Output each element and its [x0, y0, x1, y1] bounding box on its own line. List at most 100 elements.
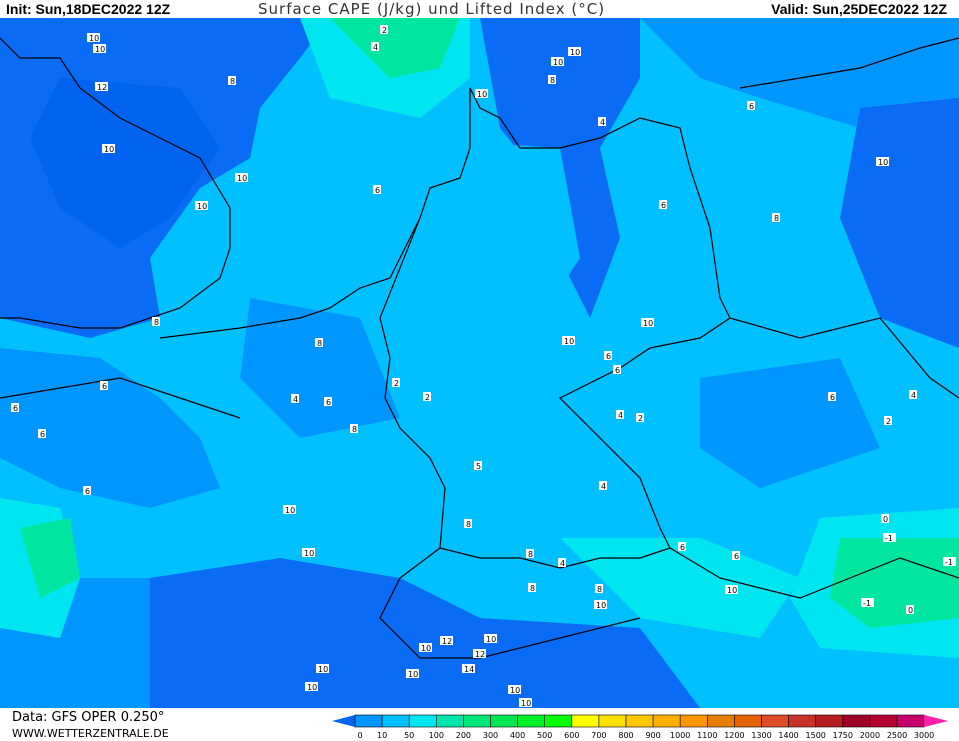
lifted-index-label: 10 — [93, 44, 106, 54]
svg-text:-1: -1 — [885, 534, 893, 543]
colorbar-segment — [490, 714, 518, 728]
colorbar-tick-label: 1500 — [806, 731, 826, 740]
colorbar-tick-label: 100 — [429, 731, 444, 740]
svg-text:10: 10 — [95, 45, 105, 54]
lifted-index-label: 10 — [419, 643, 432, 653]
svg-text:5: 5 — [476, 462, 481, 471]
svg-text:6: 6 — [85, 487, 90, 496]
lifted-index-label: 10 — [562, 336, 575, 346]
lifted-index-label: 8 — [772, 213, 780, 223]
lifted-index-label: -1 — [861, 598, 874, 608]
svg-text:10: 10 — [564, 337, 574, 346]
lifted-index-label: 2 — [423, 392, 431, 402]
lifted-index-label: 10 — [316, 664, 329, 674]
lifted-index-label: 6 — [11, 403, 19, 413]
lifted-index-label: 10 — [568, 47, 581, 57]
svg-text:6: 6 — [680, 543, 685, 552]
lifted-index-label: 10 — [305, 682, 318, 692]
colorbar-segment — [436, 714, 464, 728]
svg-text:10: 10 — [486, 635, 496, 644]
lifted-index-label: 4 — [558, 558, 566, 568]
lifted-index-label: 10 — [475, 89, 488, 99]
map-title: Surface CAPE (J/kg) und Lifted Index (°C… — [258, 0, 606, 18]
lifted-index-label: 5 — [474, 461, 482, 471]
channel-coast — [0, 377, 241, 419]
lifted-index-label: 8 — [548, 75, 556, 85]
svg-text:10: 10 — [408, 670, 418, 679]
svg-text:8: 8 — [528, 550, 533, 559]
svg-text:10: 10 — [304, 549, 314, 558]
lifted-index-label: 6 — [828, 392, 836, 402]
lifted-index-label: 8 — [595, 584, 603, 594]
colorbar-segment — [652, 714, 681, 728]
colorbar-tick-label: 800 — [618, 731, 633, 740]
svg-text:4: 4 — [560, 559, 565, 568]
colorbar-segment — [815, 714, 844, 728]
svg-text:10: 10 — [878, 158, 888, 167]
lifted-index-label: 10 — [235, 173, 248, 183]
svg-text:12: 12 — [442, 637, 452, 646]
uk-coastline — [0, 37, 231, 329]
country-borders — [0, 37, 959, 659]
svg-text:10: 10 — [521, 699, 531, 708]
lifted-index-label: 6 — [678, 542, 686, 552]
colorbar-tick-label: 1200 — [724, 731, 744, 740]
svg-text:6: 6 — [40, 430, 45, 439]
svg-text:10: 10 — [477, 90, 487, 99]
svg-text:2: 2 — [425, 393, 430, 402]
colorbar-tick-label: 600 — [564, 731, 579, 740]
lifted-index-label: 12 — [473, 649, 486, 659]
svg-text:8: 8 — [154, 318, 159, 327]
colorbar-tick-label: 1750 — [833, 731, 853, 740]
colorbar-segment — [761, 714, 789, 728]
colorbar-tick-label: 1300 — [751, 731, 771, 740]
lifted-index-label: 6 — [747, 101, 755, 111]
lifted-index-label: 6 — [38, 429, 46, 439]
austria-border — [669, 547, 959, 599]
lifted-index-label: 8 — [152, 317, 160, 327]
lifted-index-label: 6 — [83, 486, 91, 496]
cape-field — [0, 18, 959, 708]
colorbar-segment — [408, 714, 437, 728]
colorbar-tick-label: 700 — [591, 731, 606, 740]
lifted-index-label: -1 — [883, 533, 896, 543]
colorbar-segment — [842, 714, 871, 728]
lifted-index-label: 4 — [616, 410, 624, 420]
colorbar-tick-label: 1400 — [778, 731, 798, 740]
lifted-index-label: 8 — [528, 583, 536, 593]
colorbar-segment — [896, 714, 925, 728]
valid-time: Valid: Sun,25DEC2022 12Z — [771, 1, 947, 17]
lifted-index-label: 10 — [406, 669, 419, 679]
footer: Data: GFS OPER 0.250° WWW.WETTERZENTRALE… — [0, 708, 959, 741]
lifted-index-label: 10 — [519, 698, 532, 708]
colorbar-tick-label: 10 — [377, 731, 387, 740]
colorbar-segment — [517, 714, 546, 728]
lifted-index-label: 8 — [350, 424, 358, 434]
colorbar-tick-label: 400 — [510, 731, 525, 740]
lifted-index-label: 10 — [876, 157, 889, 167]
svg-text:0: 0 — [883, 515, 888, 524]
colorbar-tick-label: 200 — [456, 731, 471, 740]
svg-text:6: 6 — [830, 393, 835, 402]
colorbar-segment — [463, 714, 491, 728]
svg-text:8: 8 — [597, 585, 602, 594]
svg-text:4: 4 — [601, 482, 606, 491]
lifted-index-label: 10 — [508, 685, 521, 695]
svg-text:12: 12 — [475, 650, 485, 659]
lifted-index-label: 8 — [228, 76, 236, 86]
lifted-index-label: 4 — [599, 481, 607, 491]
lifted-index-label: 6 — [373, 185, 381, 195]
baltic-coast — [739, 37, 959, 89]
svg-text:10: 10 — [553, 58, 563, 67]
colorbar-segment — [571, 714, 600, 728]
colorbar-tick-label: 300 — [483, 731, 498, 740]
svg-text:6: 6 — [13, 404, 18, 413]
lifted-index-label: 10 — [641, 318, 654, 328]
svg-text:4: 4 — [373, 43, 378, 52]
lifted-index-label: 8 — [315, 338, 323, 348]
svg-text:8: 8 — [774, 214, 779, 223]
lifted-index-label: 10 — [302, 548, 315, 558]
colorbar-segment — [679, 714, 708, 728]
